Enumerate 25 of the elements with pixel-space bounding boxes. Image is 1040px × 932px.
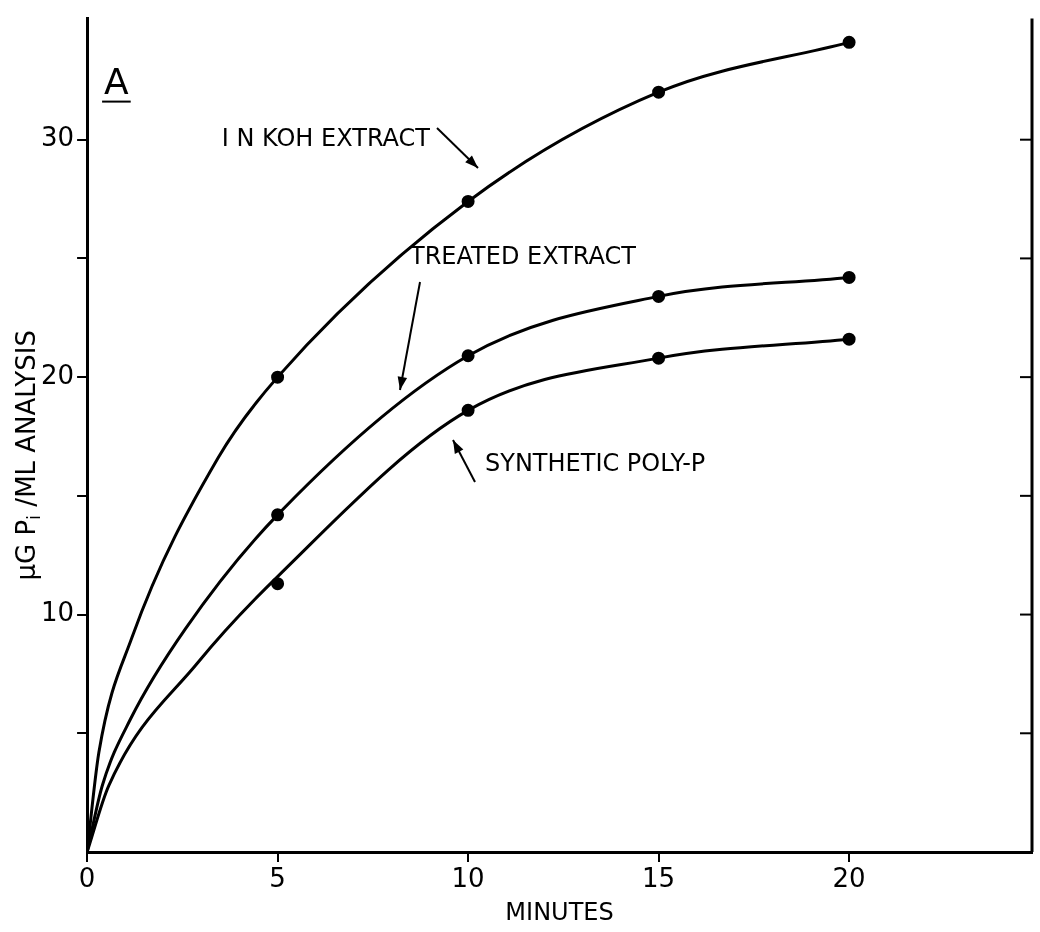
x-tick-label: 0	[78, 863, 96, 894]
y-tick-label: 30	[40, 122, 75, 153]
annotation: TREATED EXTRACT	[409, 242, 637, 271]
annotation: SYNTHETIC POLY-P	[485, 449, 706, 478]
point	[271, 577, 285, 591]
x-tick-label: 10	[451, 863, 485, 894]
x-axis-title: MINUTES	[505, 897, 614, 926]
y-tick-label: 10	[40, 597, 75, 628]
point	[842, 332, 856, 346]
point	[652, 85, 666, 99]
point	[652, 351, 666, 365]
text: A	[104, 60, 130, 102]
point	[461, 349, 475, 363]
annotation: I N KOH EXTRACT	[221, 124, 431, 153]
y-tick-label: 20	[40, 359, 75, 390]
x-tick-label: 15	[642, 863, 676, 894]
point	[461, 194, 475, 208]
x-tick-label: 20	[832, 863, 866, 894]
point	[461, 403, 475, 417]
point	[271, 370, 285, 384]
point	[842, 270, 856, 284]
x-tick-label: 5	[269, 863, 286, 894]
point	[271, 508, 285, 522]
point	[842, 35, 856, 49]
point	[652, 289, 666, 303]
